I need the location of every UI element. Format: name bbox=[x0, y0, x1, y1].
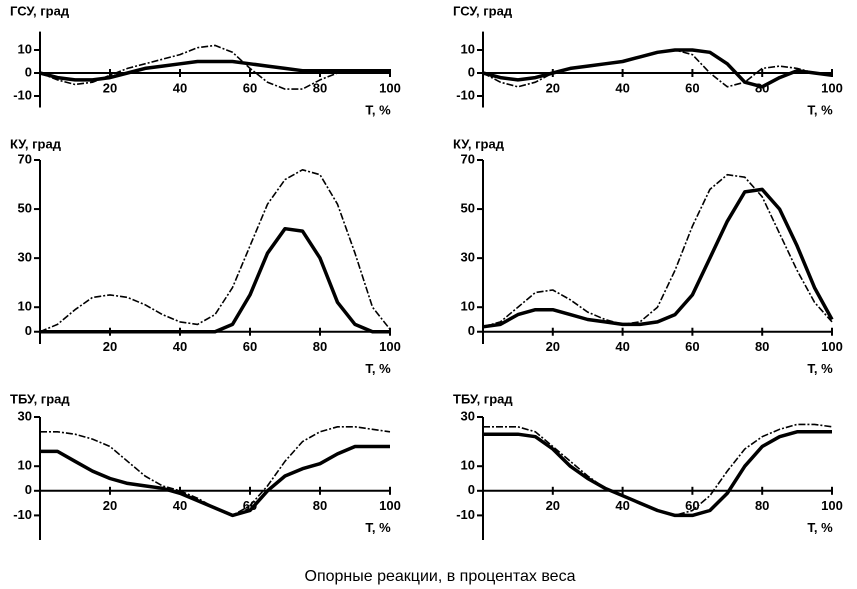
y-tick-label: 10 bbox=[18, 458, 32, 473]
x-tick-label: 60 bbox=[685, 498, 699, 513]
x-tick-label: 100 bbox=[379, 339, 401, 354]
x-tick-label: 20 bbox=[103, 80, 117, 95]
x-tick-label: 80 bbox=[755, 339, 769, 354]
x-tick-label: 60 bbox=[685, 80, 699, 95]
x-axis-label: T, % bbox=[807, 361, 833, 376]
x-tick-label: 20 bbox=[103, 498, 117, 513]
y-tick-label: 10 bbox=[461, 299, 475, 314]
x-tick-label: 100 bbox=[379, 80, 401, 95]
y-tick-label: 30 bbox=[18, 408, 32, 423]
chart-title: КУ, град bbox=[10, 136, 62, 151]
x-tick-label: 80 bbox=[313, 339, 327, 354]
x-tick-label: 40 bbox=[173, 80, 187, 95]
x-tick-label: 20 bbox=[546, 339, 560, 354]
y-tick-label: 10 bbox=[461, 458, 475, 473]
y-tick-label: 30 bbox=[461, 408, 475, 423]
x-tick-label: 20 bbox=[546, 498, 560, 513]
y-tick-label: 50 bbox=[461, 201, 475, 216]
x-axis-label: T, % bbox=[365, 520, 391, 535]
x-tick-label: 100 bbox=[379, 498, 401, 513]
y-tick-label: 70 bbox=[18, 151, 32, 166]
y-tick-label: -10 bbox=[13, 507, 32, 522]
x-tick-label: 80 bbox=[313, 80, 327, 95]
x-tick-label: 40 bbox=[615, 80, 629, 95]
data-line bbox=[482, 173, 833, 328]
x-axis-label: T, % bbox=[365, 361, 391, 376]
y-tick-label: 0 bbox=[468, 323, 475, 338]
y-tick-label: 10 bbox=[461, 41, 475, 56]
data-line bbox=[40, 226, 390, 334]
data-line bbox=[40, 444, 390, 518]
x-tick-label: 40 bbox=[173, 498, 187, 513]
data-line bbox=[482, 48, 833, 89]
x-tick-label: 80 bbox=[755, 498, 769, 513]
x-tick-label: 20 bbox=[546, 80, 560, 95]
x-tick-label: 60 bbox=[243, 339, 257, 354]
chart-title: ГСУ, град bbox=[10, 3, 70, 18]
x-tick-label: 20 bbox=[103, 339, 117, 354]
x-tick-label: 40 bbox=[615, 339, 629, 354]
data-line bbox=[483, 430, 832, 518]
data-line bbox=[482, 49, 832, 88]
x-tick-label: 100 bbox=[821, 339, 843, 354]
y-tick-label: 0 bbox=[468, 482, 475, 497]
caption: Опорные реакции, в процентах веса bbox=[305, 568, 576, 585]
x-tick-label: 40 bbox=[173, 339, 187, 354]
data-line bbox=[482, 187, 834, 329]
y-tick-label: 0 bbox=[25, 64, 32, 79]
x-tick-label: 60 bbox=[685, 339, 699, 354]
x-tick-label: 100 bbox=[821, 80, 843, 95]
y-tick-label: -10 bbox=[456, 87, 475, 102]
y-tick-label: 70 bbox=[461, 151, 475, 166]
chart-title: ТБУ, град bbox=[10, 391, 70, 406]
chart-title: КУ, град bbox=[453, 136, 505, 151]
data-line bbox=[39, 169, 391, 333]
y-tick-label: 30 bbox=[18, 250, 32, 265]
y-tick-label: 0 bbox=[25, 482, 32, 497]
x-axis-label: T, % bbox=[807, 102, 833, 117]
y-tick-label: 10 bbox=[18, 299, 32, 314]
x-tick-label: 80 bbox=[313, 498, 327, 513]
y-tick-label: -10 bbox=[456, 507, 475, 522]
y-tick-label: 30 bbox=[461, 250, 475, 265]
x-tick-label: 100 bbox=[821, 498, 843, 513]
y-tick-label: 50 bbox=[18, 201, 32, 216]
data-line bbox=[39, 59, 390, 82]
y-tick-label: -10 bbox=[13, 87, 32, 102]
x-tick-label: 60 bbox=[243, 80, 257, 95]
y-tick-label: 10 bbox=[18, 41, 32, 56]
chart-title: ТБУ, град bbox=[453, 391, 513, 406]
x-axis-label: T, % bbox=[807, 520, 833, 535]
y-tick-label: 0 bbox=[25, 323, 32, 338]
data-line bbox=[39, 44, 390, 90]
y-tick-label: 0 bbox=[468, 64, 475, 79]
chart-title: ГСУ, град bbox=[453, 3, 513, 18]
x-tick-label: 40 bbox=[615, 498, 629, 513]
x-axis-label: T, % bbox=[365, 102, 391, 117]
